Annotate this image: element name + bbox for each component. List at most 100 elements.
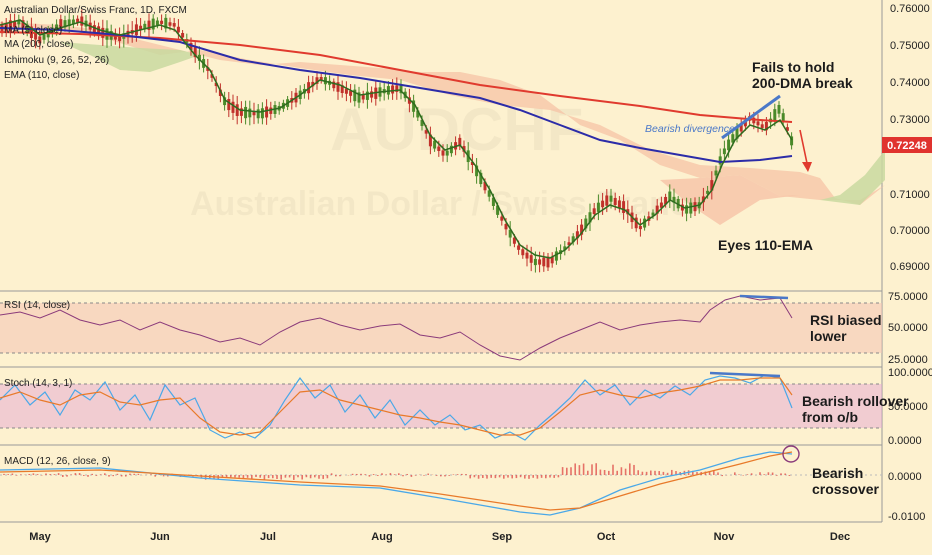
macd-hist-bar <box>121 475 123 476</box>
candle-body <box>597 203 600 212</box>
macd-hist-bar <box>784 474 786 475</box>
macd-hist-bar <box>658 471 660 475</box>
candle-body <box>593 208 596 214</box>
macd-hist-bar <box>616 471 618 475</box>
price-tick: 0.69000 <box>890 261 930 273</box>
macd-hist-bar <box>66 475 68 477</box>
annotation-macd-line1: Bearish <box>812 465 863 481</box>
macd-hist-bar <box>637 470 639 475</box>
macd-hist-bar <box>255 475 257 477</box>
macd-hist-bar <box>721 475 723 476</box>
macd-hist-bar <box>314 475 316 477</box>
stoch-label: Stoch (14, 3, 1) <box>4 378 72 389</box>
macd-hist-bar <box>457 474 459 475</box>
macd-hist-bar <box>377 475 379 476</box>
macd-hist-bar <box>125 475 127 477</box>
macd-hist-bar <box>100 474 102 475</box>
macd-hist-bar <box>12 474 14 475</box>
macd-hist-bar <box>671 470 673 475</box>
macd-hist-bar <box>583 464 585 475</box>
macd-hist-bar <box>390 473 392 475</box>
macd-hist-bar <box>45 474 47 475</box>
candle-body <box>257 109 260 118</box>
legend-ma200: MA (200, close) <box>4 39 73 50</box>
macd-hist-bar <box>238 475 240 478</box>
macd-hist-bar <box>360 474 362 475</box>
candle-body <box>261 108 264 118</box>
macd-hist-bar <box>297 475 299 477</box>
macd-hist-bar <box>541 475 543 478</box>
candle-body <box>601 201 604 207</box>
macd-hist-bar <box>20 474 22 475</box>
month-label: Jul <box>260 531 276 543</box>
macd-hist-bar <box>49 474 51 475</box>
candle-body <box>685 205 688 213</box>
legend-ma5: MA (5, close) <box>4 25 62 36</box>
macd-hist-bar <box>465 474 467 475</box>
price-tick: 0.70000 <box>890 225 930 237</box>
macd-hist-bar <box>759 472 761 475</box>
month-label: Sep <box>492 531 512 543</box>
macd-hist-bar <box>734 472 736 475</box>
macd-hist-bar <box>427 474 429 475</box>
candle-body <box>618 200 621 208</box>
candle-body <box>719 156 722 164</box>
macd-hist-bar <box>138 474 140 475</box>
macd-hist-bar <box>398 473 400 475</box>
macd-hist-bar <box>247 475 249 478</box>
macd-hist-bar <box>285 475 287 478</box>
candle-body <box>446 151 449 156</box>
macd-hist-bar <box>83 475 85 476</box>
candle-body <box>366 92 369 100</box>
candle-body <box>517 246 520 250</box>
macd-hist-bar <box>528 475 530 479</box>
candle-body <box>181 33 184 37</box>
macd-hist-bar <box>751 473 753 475</box>
candle-body <box>80 17 83 26</box>
macd-hist-bar <box>117 474 119 475</box>
rsi-label: RSI (14, close) <box>4 300 70 311</box>
macd-hist-bar <box>129 474 131 475</box>
candle-body <box>530 255 533 263</box>
macd-hist-bar <box>394 474 396 475</box>
macd-hist-bar <box>495 475 497 478</box>
month-label: Aug <box>371 531 392 543</box>
macd-hist-bar <box>369 475 371 477</box>
macd-hist-bar <box>558 475 560 477</box>
candle-body <box>723 148 726 154</box>
macd-hist-bar <box>62 475 64 477</box>
macd-hist-bar <box>87 475 89 477</box>
macd-hist-bar <box>108 475 110 477</box>
macd-hist-bar <box>318 475 320 479</box>
macd-hist-bar <box>595 463 597 475</box>
macd-hist-bar <box>364 474 366 475</box>
macd-axis: 0.0000-0.0100 <box>888 471 925 523</box>
macd-hist-bar <box>772 473 774 475</box>
candle-body <box>715 171 718 176</box>
macd-hist-bar <box>747 474 749 475</box>
macd-hist-bar <box>549 475 551 478</box>
month-label: Oct <box>597 531 616 543</box>
macd-hist-bar <box>54 474 56 475</box>
stoch-tick: 0.0000 <box>888 435 922 447</box>
price-tick: 0.74000 <box>890 77 930 89</box>
macd-hist-bar <box>264 475 266 480</box>
macd-hist-bar <box>709 472 711 475</box>
macd-hist-bar <box>768 472 770 475</box>
macd-hist-bar <box>574 463 576 475</box>
macd-hist-bar <box>570 467 572 475</box>
candle-body <box>614 198 617 205</box>
macd-hist-bar <box>436 475 438 476</box>
rsi-tick: 25.0000 <box>888 354 928 366</box>
macd-hist-bar <box>33 473 35 475</box>
candle-body <box>778 105 781 114</box>
macd-hist-bar <box>608 471 610 475</box>
macd-hist-bar <box>478 475 480 479</box>
macd-hist-bar <box>154 475 156 477</box>
candle-body <box>782 113 785 121</box>
macd-hist-bar <box>524 475 526 479</box>
macd-hist-bar <box>776 475 778 476</box>
macd-hist-bar <box>566 468 568 475</box>
rsi-tick: 50.0000 <box>888 322 928 334</box>
